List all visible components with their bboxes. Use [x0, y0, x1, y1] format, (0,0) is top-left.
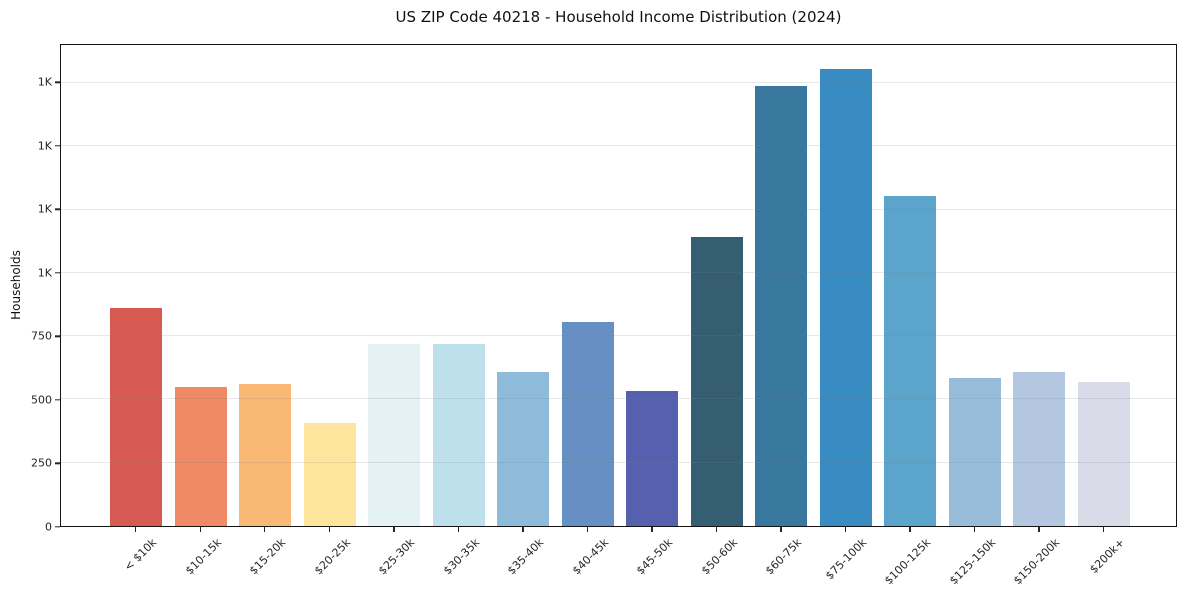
x-tick-mark: [135, 527, 137, 532]
x-tick-label: $45-50k: [634, 536, 676, 578]
y-tick-label: 750: [31, 329, 52, 343]
bar-15-20k: [239, 384, 292, 526]
y-tick-mark: [55, 144, 60, 147]
chart-title: US ZIP Code 40218 - Household Income Dis…: [395, 8, 842, 26]
x-tick-mark: [199, 527, 201, 532]
bar-40-45k: [561, 322, 614, 526]
bar-45-50k: [626, 390, 679, 526]
y-axis-label: Households: [9, 250, 23, 320]
x-tick-mark: [264, 527, 266, 532]
x-tick-mark: [1102, 527, 1105, 532]
bar-30-35k: [432, 343, 485, 526]
x-tick-label: $25-30k: [376, 536, 418, 578]
x-tick-mark: [780, 527, 782, 532]
x-tick-label: $20-25k: [311, 536, 353, 578]
x-tick-mark: [651, 527, 653, 532]
x-tick-mark: [1038, 527, 1040, 532]
y-tick-mark: [55, 462, 60, 465]
bar-60-75k: [755, 85, 808, 526]
x-tick-label: $75-100k: [822, 536, 870, 583]
y-tick-mark: [55, 399, 60, 401]
bar-10k: [110, 308, 162, 526]
x-tick-mark: [715, 527, 718, 532]
x-tick-label: $125-150k: [946, 536, 999, 588]
bar-35-40k: [497, 371, 550, 526]
bar-150-200k: [1013, 371, 1066, 526]
plot-area: [60, 44, 1177, 527]
x-tick-mark: [328, 527, 330, 532]
y-tick-label: 1K: [37, 139, 52, 153]
x-tick-mark: [393, 527, 395, 532]
bar-75-100k: [819, 69, 872, 526]
x-tick-mark: [457, 527, 460, 532]
y-tick-mark: [55, 526, 60, 528]
x-tick-mark: [586, 527, 589, 532]
x-tick-label: $35-40k: [505, 536, 547, 578]
x-tick-label: $30-35k: [440, 536, 482, 578]
y-tick-mark: [55, 272, 60, 274]
x-tick-mark: [522, 527, 524, 532]
bars-layer: [61, 45, 1176, 526]
x-tick-label: $50-60k: [698, 536, 740, 578]
y-tick-label: 500: [31, 393, 52, 407]
y-tick-label: 0: [45, 520, 52, 534]
bar-20-25k: [303, 423, 356, 526]
x-tick-mark: [973, 527, 976, 532]
x-tick-label: $40-45k: [569, 536, 611, 578]
x-tick-mark: [844, 527, 847, 532]
y-tick-label: 1K: [37, 75, 52, 89]
x-tick-mark: [909, 527, 911, 532]
bar-25-30k: [368, 343, 421, 526]
bar-200k: [1077, 381, 1130, 526]
x-tick-label: $200k+: [1087, 536, 1128, 577]
x-tick-label: $100-125k: [882, 536, 934, 588]
y-tick-label: 250: [31, 456, 52, 470]
x-tick-label: $10-15k: [182, 536, 224, 578]
bar-100-125k: [884, 195, 937, 526]
bar-50-60k: [690, 237, 743, 526]
x-tick-label: $150-200k: [1011, 536, 1063, 588]
y-tick-mark: [55, 81, 60, 83]
y-tick-label: 1K: [37, 266, 52, 280]
y-tick-label: 1K: [37, 202, 52, 216]
y-tick-mark: [55, 335, 60, 338]
x-tick-label: $15-20k: [246, 536, 289, 578]
x-tick-label: $60-75k: [763, 536, 805, 578]
x-tick-label: < $10k: [121, 536, 160, 574]
bar-10-15k: [174, 386, 227, 526]
y-tick-mark: [55, 208, 60, 210]
bar-125-150k: [948, 377, 1001, 526]
